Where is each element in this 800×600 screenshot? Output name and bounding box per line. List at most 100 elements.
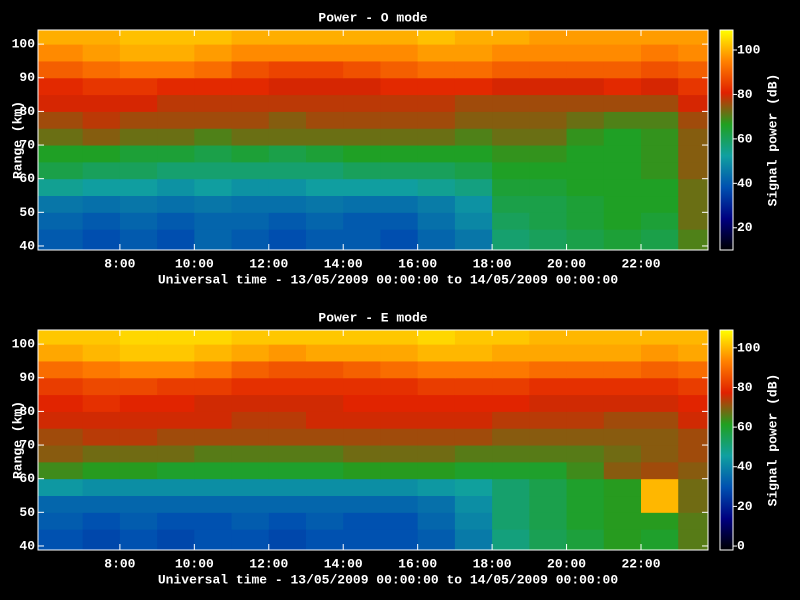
heat-cell xyxy=(454,77,493,96)
heat-cell xyxy=(603,128,642,146)
y-tick-label: 100 xyxy=(12,337,36,352)
heat-cell xyxy=(380,60,419,79)
heat-cell xyxy=(678,30,709,45)
heat-cell xyxy=(417,60,456,79)
heat-cell xyxy=(678,445,709,463)
heat-cell xyxy=(119,377,158,396)
heat-cell xyxy=(194,411,233,429)
heat-cell xyxy=(343,445,381,463)
heat-cell xyxy=(417,445,456,463)
heat-cell xyxy=(641,512,679,530)
heat-cell xyxy=(566,478,605,497)
heat-cell xyxy=(380,229,419,251)
heat-cell xyxy=(268,30,307,45)
heat-cell xyxy=(566,512,605,530)
heat-cell xyxy=(231,377,270,396)
heat-cell xyxy=(268,377,307,396)
heat-cell xyxy=(417,111,456,129)
heat-cell xyxy=(417,360,456,379)
heat-cell xyxy=(417,30,456,45)
heat-cell xyxy=(306,478,344,497)
heat-cell xyxy=(603,30,642,45)
heat-cell xyxy=(566,360,605,379)
heat-cell xyxy=(417,128,456,146)
heat-cell xyxy=(231,178,270,197)
heat-cell xyxy=(641,478,679,497)
heat-cell xyxy=(119,145,158,163)
colorbar-tick-label: 80 xyxy=(737,87,753,102)
heat-cell xyxy=(454,445,493,463)
heat-cell xyxy=(380,478,419,497)
heat-cell xyxy=(306,428,344,446)
heat-cell xyxy=(231,330,270,345)
heat-cell xyxy=(492,495,530,513)
heat-cell xyxy=(492,445,530,463)
heat-cell xyxy=(641,60,679,79)
heat-cell xyxy=(529,495,568,513)
heat-cell xyxy=(641,360,679,379)
heat-cell xyxy=(343,478,381,497)
heat-cell xyxy=(380,394,419,412)
heat-cell xyxy=(119,360,158,379)
heat-cell xyxy=(454,212,493,230)
heat-cell xyxy=(268,495,307,513)
heat-cell xyxy=(38,512,84,530)
heat-cell xyxy=(38,445,84,463)
heat-cell xyxy=(38,128,84,146)
heat-cell xyxy=(492,360,530,379)
heat-cell xyxy=(306,461,344,480)
heat-cell xyxy=(529,212,568,230)
heat-cell xyxy=(157,94,195,112)
heat-cell xyxy=(380,512,419,530)
heat-cell xyxy=(268,478,307,497)
colorbar-tick-label: 80 xyxy=(737,380,753,395)
heat-cell xyxy=(194,77,233,96)
heat-cell xyxy=(417,461,456,480)
x-tick-label: 18:00 xyxy=(473,556,512,571)
heat-cell xyxy=(641,30,679,45)
heat-cell xyxy=(678,77,709,96)
heat-cell xyxy=(306,512,344,530)
heat-cell xyxy=(678,178,709,197)
heat-cell xyxy=(38,394,84,412)
heat-cell xyxy=(566,330,605,345)
heat-cell xyxy=(306,411,344,429)
heat-cell xyxy=(380,161,419,180)
heat-cell xyxy=(380,178,419,197)
heat-cell xyxy=(119,161,158,180)
heat-cell xyxy=(119,428,158,446)
heat-cell xyxy=(38,195,84,213)
x-tick-label: 22:00 xyxy=(621,556,660,571)
heat-cell xyxy=(231,512,270,530)
heat-cell xyxy=(566,495,605,513)
heat-cell xyxy=(268,94,307,112)
heat-cell xyxy=(454,44,493,62)
heat-cell xyxy=(343,111,381,129)
heat-cell xyxy=(119,94,158,112)
heat-cell xyxy=(492,461,530,480)
heat-cell xyxy=(231,145,270,163)
heat-cell xyxy=(529,394,568,412)
heat-cell xyxy=(566,428,605,446)
heat-cell xyxy=(641,445,679,463)
heat-cell xyxy=(566,94,605,112)
heat-cell xyxy=(194,229,233,251)
heat-cell xyxy=(38,30,84,45)
heat-cell xyxy=(566,212,605,230)
heat-cell xyxy=(678,461,709,480)
heat-cell xyxy=(603,411,642,429)
heat-cell xyxy=(603,161,642,180)
heat-cell xyxy=(268,60,307,79)
heat-cell xyxy=(454,229,493,251)
colorbar-tick-label: 40 xyxy=(737,459,753,474)
heat-cell xyxy=(268,111,307,129)
heat-cell xyxy=(678,495,709,513)
x-tick-label: 22:00 xyxy=(621,256,660,271)
heat-cell xyxy=(492,44,530,62)
heat-cell xyxy=(454,161,493,180)
heat-cell xyxy=(306,178,344,197)
heat-cell xyxy=(641,411,679,429)
heat-cell xyxy=(157,495,195,513)
heat-cell xyxy=(119,344,158,362)
heat-cell xyxy=(454,512,493,530)
